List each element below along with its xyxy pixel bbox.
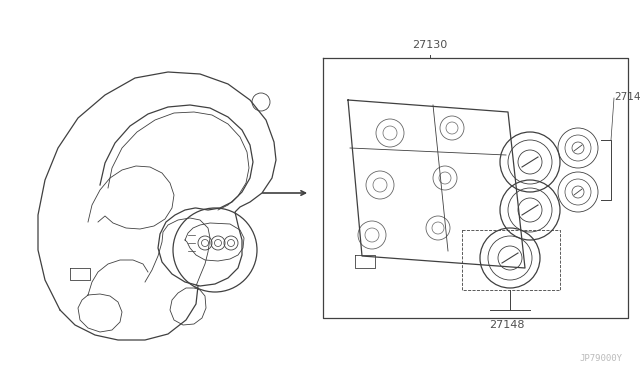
Text: JP79000Y: JP79000Y [579,354,622,363]
Text: 27148+A: 27148+A [614,92,640,102]
Text: 27148: 27148 [489,320,525,330]
Text: 27130: 27130 [412,40,447,50]
